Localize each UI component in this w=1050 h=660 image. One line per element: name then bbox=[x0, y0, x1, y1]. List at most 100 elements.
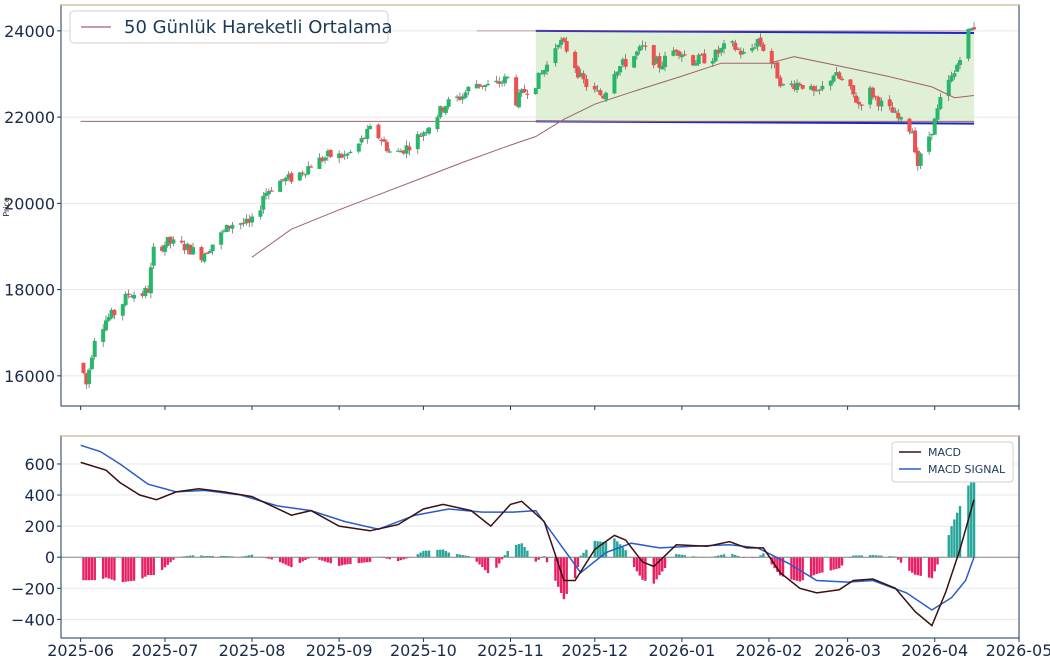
histogram-bar bbox=[559, 557, 563, 594]
candle-body bbox=[516, 92, 521, 108]
candle-body bbox=[814, 90, 819, 92]
histogram-bar bbox=[323, 557, 327, 562]
histogram-bar bbox=[486, 557, 490, 574]
macd-panel: −400 −200 0 200 400 600 2025-06 2025-07 2025-08… bbox=[11, 406, 1050, 660]
histogram-bar bbox=[281, 557, 285, 564]
macd-y-tick-label: 600 bbox=[24, 455, 55, 474]
macd-y-tick-label: −200 bbox=[11, 579, 55, 598]
candle-body bbox=[132, 294, 137, 299]
x-tick-label: 2026-05 bbox=[986, 641, 1050, 660]
histogram-bar bbox=[93, 557, 96, 581]
candle-body bbox=[230, 224, 235, 229]
candle-body bbox=[663, 55, 668, 68]
candle-body bbox=[643, 45, 648, 47]
candle-body bbox=[384, 141, 389, 152]
candle-body bbox=[494, 80, 499, 83]
candle-body bbox=[87, 369, 92, 385]
candle-body bbox=[182, 244, 187, 251]
histogram-bar bbox=[621, 547, 625, 558]
histogram-bar bbox=[441, 549, 445, 558]
histogram-bar bbox=[222, 555, 226, 558]
candle-body bbox=[345, 153, 350, 156]
candle-body bbox=[387, 151, 392, 153]
x-tick-label: 2026-03 bbox=[814, 641, 881, 660]
candle-body bbox=[106, 317, 111, 321]
histogram-bar bbox=[958, 506, 962, 558]
candle-body bbox=[320, 157, 325, 162]
candle-body bbox=[837, 72, 842, 79]
histogram-bar bbox=[211, 555, 214, 558]
histogram-bar bbox=[683, 555, 686, 558]
candle-body bbox=[702, 53, 707, 64]
candle-body bbox=[955, 64, 960, 72]
histogram-bar bbox=[911, 557, 914, 573]
candle-body bbox=[623, 58, 628, 67]
candle-body bbox=[278, 180, 283, 192]
candle-body bbox=[893, 111, 898, 113]
histogram-bar bbox=[205, 556, 209, 558]
histogram-bar bbox=[208, 555, 212, 558]
candle-body bbox=[328, 149, 333, 157]
histogram-bar bbox=[579, 555, 582, 558]
candle-body bbox=[556, 44, 561, 48]
histogram-bar bbox=[340, 557, 344, 566]
candle-body bbox=[741, 51, 746, 54]
candle-body bbox=[129, 296, 134, 298]
candle-body bbox=[533, 88, 538, 95]
histogram-bar bbox=[835, 557, 838, 569]
candle-body bbox=[913, 130, 918, 153]
candle-body bbox=[542, 69, 547, 75]
histogram-bar bbox=[248, 555, 251, 558]
histogram-bar bbox=[144, 557, 147, 577]
histogram-bar bbox=[880, 555, 883, 558]
candle-body bbox=[362, 137, 367, 139]
candle-body bbox=[438, 106, 443, 118]
histogram-bar bbox=[596, 541, 599, 558]
support-lines bbox=[80, 30, 975, 122]
macd-grid bbox=[61, 463, 1019, 620]
macd-y-tick-label: 0 bbox=[45, 548, 55, 567]
histogram-bar bbox=[582, 552, 585, 558]
candle-body bbox=[654, 57, 659, 64]
candle-body bbox=[199, 247, 204, 261]
histogram-bar bbox=[675, 554, 678, 558]
histogram-bar bbox=[773, 557, 776, 569]
histogram-bar bbox=[812, 557, 816, 576]
candle-body bbox=[168, 236, 173, 244]
histogram-bar bbox=[321, 557, 324, 561]
candle-body bbox=[817, 89, 822, 91]
candle-body bbox=[219, 232, 224, 245]
candle-body bbox=[365, 128, 370, 139]
candle-body bbox=[831, 75, 836, 82]
candle-body bbox=[342, 154, 347, 157]
candle-body bbox=[309, 166, 314, 168]
histogram-bar bbox=[970, 482, 973, 558]
histogram-bar bbox=[520, 543, 523, 558]
x-tick-label: 2025-09 bbox=[306, 641, 373, 660]
candle-body bbox=[224, 224, 229, 232]
histogram-bar bbox=[228, 556, 231, 558]
candle-body bbox=[573, 51, 578, 69]
candle-body bbox=[261, 195, 266, 210]
candle-body bbox=[84, 373, 89, 385]
histogram-bar bbox=[343, 557, 346, 565]
candle-body bbox=[719, 48, 724, 53]
candle-body bbox=[165, 237, 170, 246]
x-tick-label: 2025-12 bbox=[561, 641, 628, 660]
histogram-bar bbox=[641, 557, 644, 580]
histogram-bar bbox=[152, 557, 155, 576]
histogram-bar bbox=[840, 557, 844, 566]
candle-body bbox=[671, 50, 676, 56]
histogram-bar bbox=[478, 557, 481, 565]
histogram-bar bbox=[427, 550, 431, 558]
macd-y-tick-label: −400 bbox=[11, 610, 55, 629]
histogram-bar bbox=[930, 557, 934, 579]
histogram-bar bbox=[366, 557, 369, 563]
candle-body bbox=[856, 101, 861, 105]
candle-body bbox=[427, 127, 432, 134]
candle-body bbox=[480, 85, 485, 87]
macd-frame bbox=[60, 435, 1020, 639]
histogram-bar bbox=[467, 556, 470, 558]
candle-body bbox=[407, 146, 412, 151]
histogram-bar bbox=[388, 557, 391, 560]
